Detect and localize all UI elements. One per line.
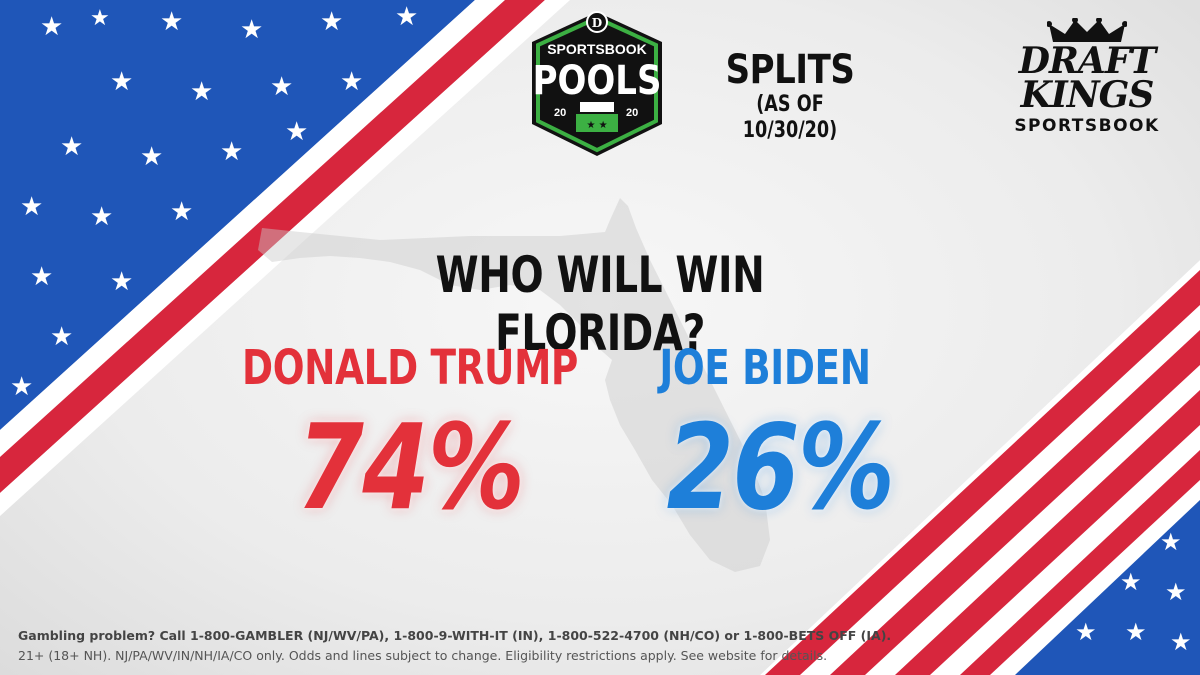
- svg-text:★: ★: [1170, 628, 1192, 656]
- svg-text:★: ★: [140, 142, 163, 172]
- svg-text:★: ★: [1160, 528, 1182, 556]
- svg-text:★: ★: [340, 67, 363, 97]
- svg-text:★: ★: [1120, 568, 1142, 596]
- brand-line-2: KINGS: [1020, 74, 1155, 116]
- svg-text:★: ★: [110, 67, 133, 97]
- svg-text:★: ★: [220, 137, 243, 167]
- svg-text:★: ★: [1165, 578, 1187, 606]
- svg-text:SPORTSBOOK: SPORTSBOOK: [547, 41, 647, 57]
- svg-text:★: ★: [40, 12, 63, 42]
- candidate-name-trump: DONALD TRUMP: [242, 340, 578, 396]
- svg-text:★: ★: [1075, 618, 1097, 646]
- svg-text:20: 20: [626, 107, 638, 119]
- disclaimer-line-2: 21+ (18+ NH). NJ/PA/WV/IN/NH/IA/CO only.…: [18, 648, 828, 663]
- splits-date: (AS OF 10/30/20): [742, 92, 838, 143]
- flag-stars-top-left: ★ ★ ★ ★ ★ ★ ★ ★ ★ ★ ★ ★ ★ ★ ★ ★ ★ ★ ★ ★ …: [10, 2, 418, 402]
- candidate-percent-trump: 74%: [296, 398, 525, 536]
- question-heading: WHO WILL WIN FLORIDA?: [435, 246, 765, 362]
- brand-line-3: SPORTSBOOK: [1014, 116, 1160, 136]
- svg-text:★: ★: [90, 6, 110, 31]
- svg-text:★: ★: [30, 262, 53, 292]
- sportsbook-pools-logo: D SPORTSBOOK POOLS ★ ★ 20 20: [532, 11, 662, 156]
- candidate-percent-biden: 26%: [666, 398, 895, 536]
- flag-stars-bottom-right: ★ ★ ★ ★ ★ ★: [1075, 528, 1192, 656]
- svg-text:★: ★: [395, 2, 418, 32]
- svg-text:★: ★: [320, 7, 343, 37]
- svg-text:20: 20: [554, 107, 566, 119]
- svg-text:★: ★: [190, 77, 213, 107]
- svg-text:★: ★: [20, 192, 43, 222]
- disclaimer-line-1: Gambling problem? Call 1-800-GAMBLER (NJ…: [18, 628, 892, 643]
- svg-text:★: ★: [110, 267, 133, 297]
- splits-heading: SPLITS (AS OF 10/30/20): [700, 48, 880, 144]
- svg-text:★ ★: ★ ★: [586, 120, 607, 131]
- svg-text:★: ★: [240, 15, 263, 45]
- svg-text:★: ★: [170, 197, 193, 227]
- splits-title: SPLITS: [725, 47, 855, 93]
- svg-text:★: ★: [160, 7, 183, 37]
- draftkings-logo: DRAFT KINGS SPORTSBOOK: [1002, 18, 1172, 138]
- svg-text:★: ★: [50, 322, 73, 352]
- svg-text:★: ★: [60, 132, 83, 162]
- svg-text:POOLS: POOLS: [533, 57, 662, 103]
- svg-text:★: ★: [10, 372, 33, 402]
- brand-line-1: DRAFT: [1018, 40, 1156, 82]
- svg-text:★: ★: [90, 202, 113, 232]
- svg-text:★: ★: [1125, 618, 1147, 646]
- crown-icon: [1047, 18, 1127, 42]
- svg-text:★: ★: [285, 117, 308, 147]
- candidate-name-biden: JOE BIDEN: [659, 340, 871, 396]
- svg-text:D: D: [592, 16, 602, 30]
- disclaimer: Gambling problem? Call 1-800-GAMBLER (NJ…: [18, 626, 918, 666]
- svg-text:★: ★: [270, 72, 293, 102]
